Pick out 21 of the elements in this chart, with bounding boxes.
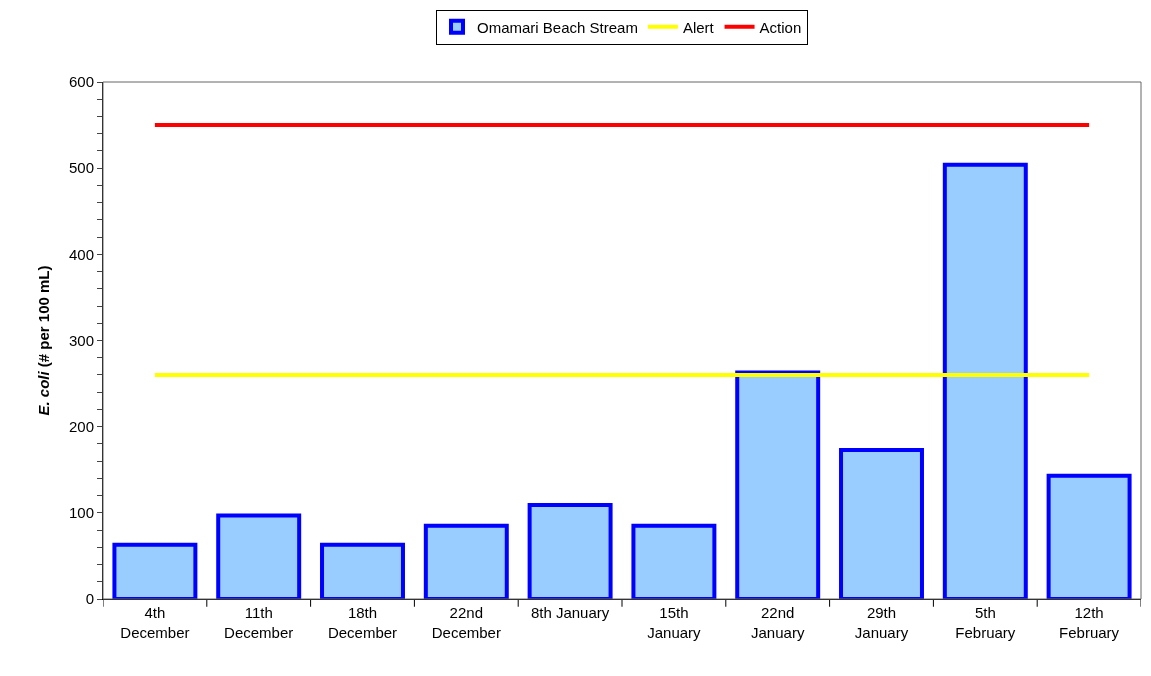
legend-label: Alert — [682, 18, 715, 36]
x-tick-label: 8th January — [530, 604, 610, 621]
y-tick-label: 400 — [68, 245, 94, 263]
legend-label: Action — [759, 18, 802, 36]
x-tick-label: 29th January — [854, 604, 909, 641]
y-tick-label: 600 — [68, 73, 94, 91]
x-tick-label: 18th December — [327, 604, 398, 641]
y-tick-label: 500 — [68, 159, 94, 177]
x-tick-label: 15th January — [647, 604, 702, 641]
x-tick-label: 22nd January — [751, 604, 805, 641]
x-tick-label: 11th December — [224, 604, 294, 641]
y-tick-label: 100 — [68, 504, 94, 522]
legend-label: Omamari Beach Stream — [477, 18, 638, 36]
x-tick-label: 5th February — [955, 604, 1016, 641]
y-axis-title: E. coli (# per 100 mL) — [35, 265, 53, 416]
x-tick-label: 22nd December — [431, 604, 501, 641]
y-tick-label: 200 — [68, 417, 94, 435]
x-tick-label: 12th February — [1059, 604, 1120, 641]
y-tick-label: 300 — [68, 331, 94, 349]
x-tick-label: 4th December — [120, 604, 190, 641]
y-tick-label: 0 — [85, 590, 94, 608]
